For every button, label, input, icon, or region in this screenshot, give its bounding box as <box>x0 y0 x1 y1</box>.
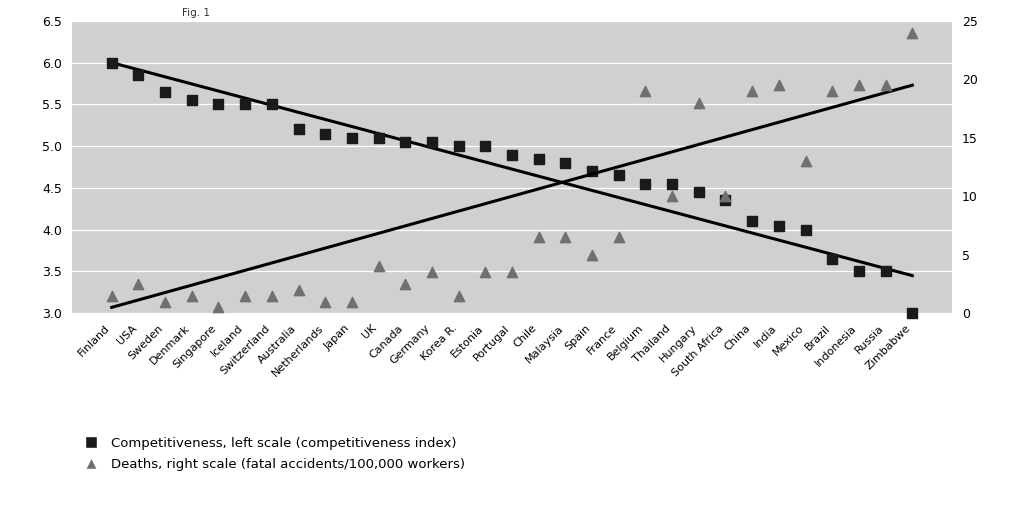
Point <box>530 233 547 241</box>
Point <box>851 81 867 89</box>
Point <box>210 303 226 312</box>
Point <box>771 81 787 89</box>
Point <box>904 309 921 317</box>
Point <box>744 217 761 226</box>
Point <box>157 88 173 96</box>
Point <box>130 71 146 79</box>
Point <box>130 280 146 288</box>
Point <box>584 251 600 259</box>
Point <box>263 100 280 109</box>
Point <box>610 171 627 180</box>
Legend: Competitiveness, left scale (competitiveness index), Deaths, right scale (fatal : Competitiveness, left scale (competitive… <box>78 437 465 471</box>
Point <box>824 87 841 95</box>
Point <box>451 142 467 150</box>
Point <box>717 192 733 200</box>
Point <box>103 58 120 67</box>
Point <box>664 180 680 188</box>
Point <box>397 138 414 146</box>
Point <box>798 226 814 234</box>
Point <box>157 298 173 306</box>
Point <box>103 291 120 300</box>
Point <box>183 291 200 300</box>
Point <box>237 291 253 300</box>
Text: Fig. 1: Fig. 1 <box>182 8 210 18</box>
Point <box>451 291 467 300</box>
Point <box>371 134 387 142</box>
Point <box>771 221 787 230</box>
Point <box>557 233 573 241</box>
Point <box>504 150 520 159</box>
Point <box>851 267 867 276</box>
Point <box>690 188 707 196</box>
Point <box>664 192 680 200</box>
Point <box>637 180 653 188</box>
Point <box>237 100 253 109</box>
Point <box>371 262 387 270</box>
Point <box>904 28 921 37</box>
Point <box>690 99 707 107</box>
Point <box>424 268 440 277</box>
Point <box>317 298 334 306</box>
Point <box>477 142 494 150</box>
Point <box>397 280 414 288</box>
Point <box>183 96 200 104</box>
Point <box>291 286 307 294</box>
Point <box>530 155 547 163</box>
Point <box>291 125 307 134</box>
Point <box>477 268 494 277</box>
Point <box>263 291 280 300</box>
Point <box>344 298 360 306</box>
Point <box>637 87 653 95</box>
Point <box>610 233 627 241</box>
Point <box>424 138 440 146</box>
Point <box>344 134 360 142</box>
Point <box>210 100 226 109</box>
Point <box>878 81 894 89</box>
Point <box>798 157 814 165</box>
Point <box>557 159 573 167</box>
Point <box>317 129 334 138</box>
Point <box>824 255 841 263</box>
Point <box>504 268 520 277</box>
Point <box>717 196 733 205</box>
Point <box>584 167 600 175</box>
Point <box>878 267 894 276</box>
Point <box>744 87 761 95</box>
